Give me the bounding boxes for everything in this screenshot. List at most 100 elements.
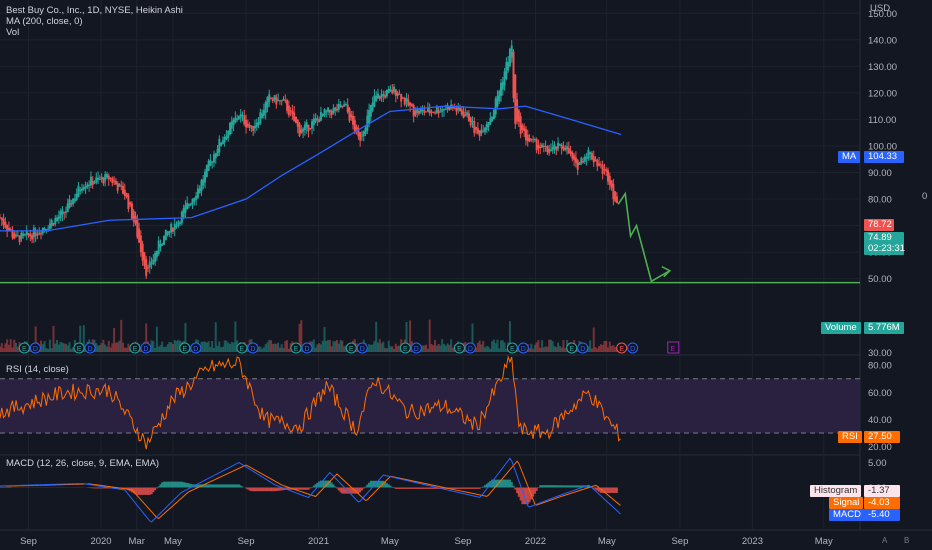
macd-axis-label: 5.00 [868, 458, 887, 469]
dividend-marker [464, 342, 476, 354]
dividend-marker [190, 342, 202, 354]
volume-bar [337, 343, 340, 352]
symbol-title[interactable]: Best Buy Co., Inc., 1D, NYSE, Heikin Ash… [6, 5, 183, 16]
log-scale-button[interactable]: B [904, 536, 910, 545]
candle-body [359, 132, 362, 141]
volume-bar [270, 340, 273, 352]
macd-histogram-bar [557, 485, 560, 488]
candle-body [400, 94, 403, 102]
volume-bar [478, 340, 481, 352]
volume-bar [562, 340, 565, 352]
candle-body [532, 139, 535, 141]
macd-histogram-bar [483, 485, 486, 488]
candle-body [576, 160, 579, 170]
volume-bar [175, 341, 178, 352]
candle-body [114, 181, 117, 185]
earnings-marker-letter: E [457, 346, 462, 353]
macd-histogram-bar [237, 484, 240, 488]
price-axis-label: 120.00 [868, 88, 897, 99]
time-axis-label: Mar [129, 536, 145, 547]
candle-body [173, 223, 176, 230]
candle-body [75, 193, 78, 200]
macd-histogram-bar [603, 487, 606, 493]
candle-body [93, 182, 96, 184]
candle-body [195, 195, 198, 200]
macd-histogram-bar [368, 482, 371, 488]
volume-bar [157, 346, 160, 352]
candle-body [503, 71, 506, 86]
candle-body [107, 175, 110, 180]
candle-body [446, 105, 449, 110]
macd-histogram-bar [558, 485, 561, 488]
time-axis-label: Sep [20, 536, 37, 547]
macd-histogram-bar [335, 487, 338, 489]
auto-scale-button[interactable]: A [882, 536, 888, 545]
candle-body [229, 122, 232, 135]
volume-bar [435, 345, 438, 352]
candle-body [45, 229, 48, 231]
volume-bar [539, 347, 542, 352]
candle-body [22, 233, 25, 236]
volume-bar [56, 340, 59, 352]
candle-body [439, 111, 442, 113]
candle-body [218, 139, 221, 153]
candle-body [246, 123, 249, 127]
candle-body [123, 189, 126, 196]
macd-histogram-bar [455, 487, 458, 489]
candle-body [537, 144, 540, 149]
macd-histogram-bar [492, 479, 495, 488]
candle-body [264, 102, 267, 113]
volume-bar [385, 348, 388, 352]
volume-bar [533, 344, 536, 352]
volume-bar [227, 342, 230, 352]
volume-bar [421, 345, 424, 352]
macd-histogram-bar [574, 485, 577, 488]
candle-body [98, 178, 101, 180]
candle-body [391, 90, 394, 94]
macd-histogram-bar [605, 487, 608, 493]
candle-body [582, 161, 585, 163]
macd-histogram-bar [528, 487, 531, 503]
volume-bar [592, 327, 595, 352]
candle-body [521, 125, 524, 130]
candle-body [63, 212, 66, 214]
candle-body [435, 107, 438, 113]
candle-body [430, 111, 433, 113]
dividend-marker [410, 342, 422, 354]
candle-body [598, 163, 601, 166]
histogram-tag-label: Histogram [810, 485, 862, 497]
macd-histogram-bar [573, 485, 576, 488]
macd-histogram-bar [510, 482, 513, 488]
volume-bar [221, 346, 224, 352]
candle-body [373, 95, 376, 107]
vol-legend[interactable]: Vol [6, 27, 20, 38]
earnings-marker-letter: E [510, 346, 515, 353]
volume-bar [564, 348, 567, 352]
volume-bar [576, 348, 579, 352]
volume-bar [15, 342, 18, 352]
candle-body [316, 118, 319, 120]
macd-legend[interactable]: MACD (12, 26, close, 9, EMA, EMA) [6, 458, 160, 469]
volume-bar [549, 339, 552, 352]
rsi-legend[interactable]: RSI (14, close) [6, 364, 69, 375]
time-axis-label: Sep [455, 536, 472, 547]
currency-label[interactable]: USD [870, 3, 891, 14]
candle-body [163, 235, 166, 245]
candle-body [122, 185, 125, 194]
macd-histogram-bar [482, 486, 485, 488]
ma-legend[interactable]: MA (200, close, 0) [6, 16, 83, 27]
time-axis-label: 2020 [90, 536, 111, 547]
earnings-marker [566, 342, 578, 354]
candle-body [245, 119, 248, 128]
macd-histogram-bar [93, 487, 96, 489]
candle-body [418, 111, 421, 114]
signal-tag-label: Signal [829, 497, 864, 509]
volume-bar [259, 346, 262, 352]
volume-bar [553, 346, 556, 352]
macd-histogram-bar [180, 481, 183, 488]
macd-histogram-bar [236, 484, 239, 488]
macd-histogram-bar [462, 487, 465, 489]
macd-histogram-bar [414, 487, 417, 489]
